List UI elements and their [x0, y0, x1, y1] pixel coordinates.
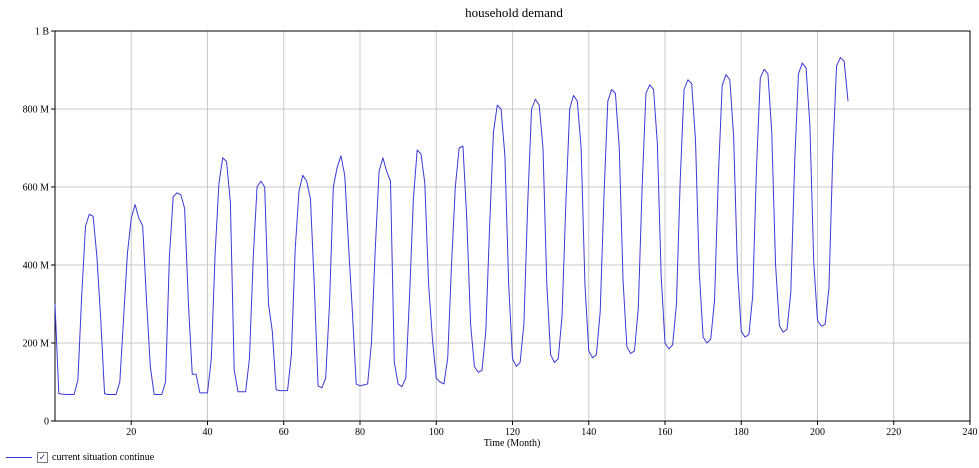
y-tick-label: 1 B [35, 27, 50, 38]
y-tick-label: 400 M [23, 261, 50, 272]
y-axis-ticks: 0 200 M 400 M 600 M 800 M 1 B [23, 27, 55, 428]
legend: ✓ current situation continue [6, 450, 154, 464]
y-tick-label: 800 M [23, 105, 50, 116]
y-tick-label: 200 M [23, 339, 50, 350]
x-axis-label: Time (Month) [484, 438, 541, 449]
x-tick-label: 240 [963, 427, 978, 438]
series-line-current-situation-continue [54, 57, 849, 395]
x-tick-label: 100 [429, 427, 444, 438]
grid [55, 31, 970, 421]
x-tick-label: 200 [810, 427, 825, 438]
chart-title: household demand [465, 5, 563, 20]
legend-checkbox[interactable]: ✓ [37, 451, 48, 463]
x-tick-label: 40 [203, 427, 213, 438]
series-layer [54, 57, 849, 395]
x-tick-label: 160 [658, 427, 673, 438]
x-tick-label: 60 [279, 427, 289, 438]
legend-label: current situation continue [52, 451, 155, 463]
x-tick-label: 80 [355, 427, 365, 438]
y-tick-label: 600 M [23, 183, 50, 194]
legend-series-line [6, 456, 32, 458]
x-tick-label: 20 [126, 427, 136, 438]
x-axis-ticks: 20 40 60 80 100 120 140 160 180 200 220 240 [126, 421, 978, 438]
x-tick-label: 120 [505, 427, 520, 438]
x-tick-label: 140 [581, 427, 596, 438]
y-tick-label: 0 [44, 417, 49, 428]
x-tick-label: 180 [734, 427, 749, 438]
x-tick-label: 220 [886, 427, 901, 438]
